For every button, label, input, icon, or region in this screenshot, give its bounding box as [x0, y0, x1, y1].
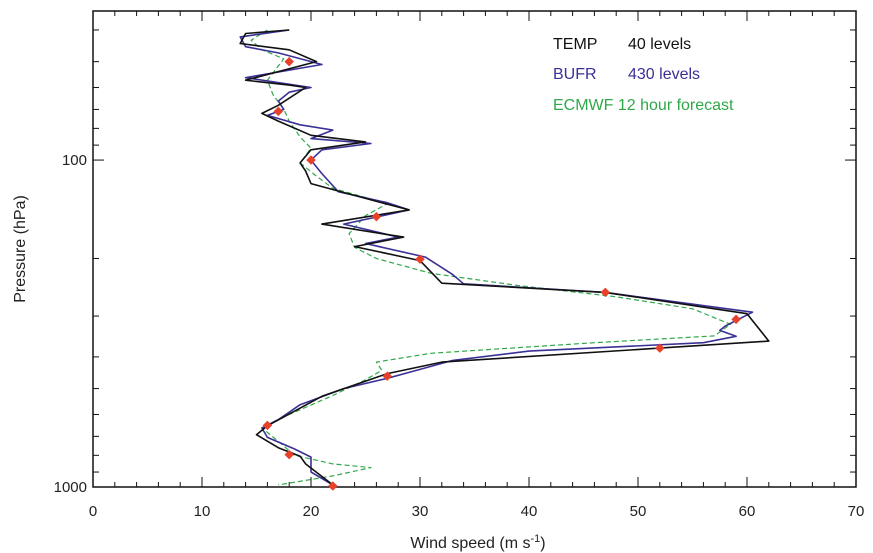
- legend-ecmwf: ECMWF 12 hour forecast: [553, 97, 734, 114]
- temp-level-markers: [263, 57, 741, 490]
- legend-bufr: BUFR 430 levels: [553, 66, 700, 83]
- x-tick-label: 60: [739, 503, 756, 520]
- temp-level-marker: [274, 107, 283, 116]
- x-tick-label: 30: [412, 503, 429, 520]
- y-tick-labels: 100 1000: [54, 152, 87, 496]
- x-tick-label: 70: [848, 503, 865, 520]
- x-tick-label: 50: [630, 503, 647, 520]
- legend-bufr-name: BUFR: [553, 66, 597, 83]
- x-tick-label: 10: [194, 503, 211, 520]
- legend-temp-levels: 40 levels: [628, 36, 691, 53]
- y-axis-label: Pressure (hPa): [12, 195, 29, 303]
- x-tick-label: 40: [521, 503, 538, 520]
- y-tick-label: 100: [62, 152, 87, 169]
- x-axis-label-main: Wind speed (m s: [410, 535, 530, 552]
- temp-level-marker: [601, 288, 610, 297]
- legend-temp: TEMP 40 levels: [553, 36, 691, 53]
- axis-ticks: [93, 11, 856, 487]
- x-axis-label: Wind speed (m s-1): [410, 533, 545, 552]
- legend-temp-name: TEMP: [553, 36, 597, 53]
- legend: TEMP 40 levels BUFR 430 levels ECMWF 12 ho…: [553, 36, 734, 114]
- temp-level-marker: [285, 57, 294, 66]
- x-tick-label: 0: [89, 503, 97, 520]
- x-tick-labels: 0 10 20 30 40 50 60 70: [89, 503, 865, 520]
- temp-level-marker: [372, 212, 381, 221]
- plot-frame: [93, 11, 856, 487]
- legend-bufr-levels: 430 levels: [628, 66, 700, 83]
- x-axis-label-superscript: -1: [530, 533, 540, 545]
- x-axis-label-suffix: ): [540, 535, 545, 552]
- x-tick-label: 20: [303, 503, 320, 520]
- y-tick-label: 1000: [54, 479, 87, 496]
